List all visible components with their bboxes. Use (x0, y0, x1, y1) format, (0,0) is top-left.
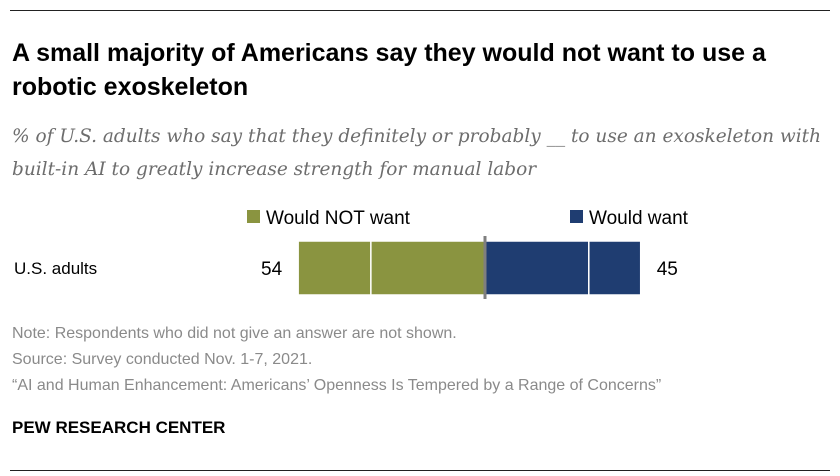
data-label-would-want: 45 (657, 259, 678, 280)
chart-title: A small majority of Americans say they w… (12, 39, 766, 101)
top-rule (10, 10, 830, 11)
legend-swatch-would-want (570, 210, 583, 223)
bar-segment-would-not-want (370, 240, 486, 296)
source-text: Source: Survey conducted Nov. 1-7, 2021. (12, 351, 313, 368)
category-label: U.S. adults (14, 259, 97, 278)
chart-svg: Would NOT want Would want U.S. adults 54 45 (14, 208, 689, 299)
bar-segment-would-not-want (297, 240, 372, 296)
legend-label-would-not-want: Would NOT want (266, 208, 411, 229)
report-title-text: “AI and Human Enhancement: Americans’ Op… (12, 377, 662, 394)
note-text: Note: Respondents who did not give an an… (12, 325, 457, 342)
chart-subtitle: % of U.S. adults who say that they defin… (12, 126, 821, 180)
bar-segment-would-want (484, 240, 590, 296)
data-label-would-not-want: 54 (261, 259, 283, 280)
legend-label-would-want: Would want (589, 208, 689, 229)
legend-swatch-would-not-want (247, 210, 260, 223)
pew-logo-text: PEW RESEARCH CENTER (12, 418, 226, 437)
bar-segment-would-want (588, 240, 642, 296)
bottom-rule (10, 470, 830, 471)
